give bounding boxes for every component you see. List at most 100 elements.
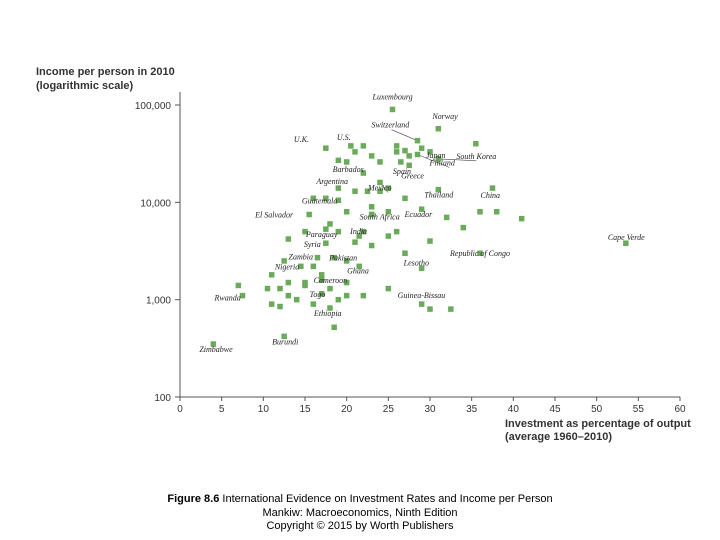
- data-point-labeled: [377, 179, 383, 186]
- data-point: [281, 258, 287, 264]
- point-label: Norway: [431, 112, 458, 121]
- data-point-labeled: [314, 254, 321, 261]
- point-label: Barbados: [333, 165, 364, 174]
- data-point: [443, 214, 450, 221]
- point-label: Republic of Congo: [449, 249, 510, 258]
- point-label: Japan: [426, 151, 446, 160]
- x-tick-label: 10: [258, 404, 270, 415]
- data-point: [235, 282, 242, 289]
- x-tick-label: 0: [177, 404, 183, 415]
- data-point-labeled: [323, 240, 329, 246]
- data-point: [335, 197, 342, 204]
- x-tick-label: 35: [466, 404, 478, 415]
- y-axis-title-line-2: (logarithmic scale): [36, 80, 134, 92]
- x-axis-title-line-1: Investment as percentage of output: [505, 418, 691, 430]
- data-point: [335, 228, 342, 235]
- point-labels: Luxembourg Norway Switzerland U.S. U.K. Japan…: [199, 92, 645, 354]
- x-tick-label: 25: [383, 404, 395, 415]
- data-point: [327, 221, 333, 227]
- data-point: [402, 147, 408, 154]
- caption-book: Mankiw: Macroeconomics, Ninth Edition: [262, 507, 458, 519]
- data-point: [302, 228, 308, 235]
- y-tick-label: 10,000: [140, 198, 171, 209]
- data-point: [406, 153, 412, 159]
- data-point: [360, 170, 367, 176]
- data-point: [352, 149, 358, 155]
- data-point-labeled: [306, 211, 312, 218]
- data-point-labeled: [418, 265, 425, 272]
- data-point: [310, 263, 317, 270]
- data-point: [385, 285, 392, 292]
- point-label: Paraguay: [305, 230, 338, 239]
- data-point: [285, 279, 292, 286]
- data-point: [427, 238, 433, 244]
- x-tick-label: 20: [341, 404, 353, 415]
- point-label: Argentina: [315, 177, 348, 186]
- data-point-labeled: [435, 126, 442, 132]
- point-label: Ghana: [347, 266, 369, 275]
- figure-caption-title: Figure 8.6 International Evidence on Inv…: [0, 493, 720, 505]
- tick-group: 100 1,000 10,000 100,000 0 5 10 15 20 25 30 35 40 45 5…: [135, 101, 686, 415]
- data-point-labeled: [356, 233, 362, 239]
- data-point: [268, 272, 275, 278]
- data-point: [368, 153, 375, 159]
- leader-line: [438, 158, 477, 162]
- data-point: [402, 195, 408, 202]
- data-point-labeled: [298, 263, 304, 270]
- data-point: [264, 285, 271, 292]
- data-point: [310, 301, 317, 307]
- leader-line: [417, 154, 450, 168]
- data-point: [277, 303, 283, 310]
- point-label: Luxembourg: [372, 92, 413, 101]
- y-tick-label: 1,000: [146, 296, 171, 307]
- data-point-labeled: [418, 206, 425, 212]
- axes: [179, 92, 680, 398]
- point-label: China: [481, 191, 501, 200]
- y-tick-label: 100,000: [135, 101, 172, 112]
- x-tick-label: 45: [549, 404, 561, 415]
- data-point: [352, 239, 358, 245]
- x-tick-label: 5: [219, 404, 225, 415]
- data-point-labeled: [414, 151, 421, 158]
- point-label: India: [349, 227, 367, 236]
- data-point: [343, 279, 350, 286]
- data-point: [460, 224, 467, 231]
- data-point: [360, 143, 367, 149]
- data-point: [385, 209, 392, 215]
- data-point-labeled: [477, 250, 483, 256]
- data-point: [331, 324, 337, 331]
- data-point: [360, 292, 367, 299]
- data-point-labeled: [398, 159, 404, 165]
- point-label: South Africa: [360, 212, 400, 221]
- data-point-labeled: [318, 277, 325, 283]
- data-point: [285, 292, 292, 299]
- point-label: Thailand: [424, 191, 454, 200]
- data-point: [368, 242, 375, 249]
- x-tick-label: 55: [633, 404, 645, 415]
- data-point: [418, 145, 425, 151]
- data-point: [302, 282, 308, 289]
- y-axis-title-line-1: Income per person in 2010: [36, 66, 175, 78]
- data-point: [477, 209, 483, 215]
- data-point: [293, 296, 300, 303]
- x-tick-label: 50: [591, 404, 603, 415]
- data-point: [385, 185, 392, 191]
- data-point-labeled: [343, 159, 350, 165]
- label-leader-lines: [379, 129, 477, 193]
- data-point-labeled: [623, 240, 629, 246]
- data-point: [402, 250, 408, 256]
- x-tick-label: 15: [299, 404, 311, 415]
- data-point: [327, 285, 333, 292]
- data-point-labeled: [210, 341, 217, 347]
- data-point: [310, 195, 317, 202]
- data-point: [518, 215, 525, 222]
- data-point: [343, 292, 350, 299]
- point-label: South Korea: [456, 152, 496, 161]
- data-point: [377, 159, 383, 165]
- data-point: [448, 306, 454, 312]
- data-point: [285, 236, 292, 242]
- point-label: U.S.: [337, 133, 351, 142]
- point-label: El Salvador: [254, 210, 294, 219]
- point-label: Lesotho: [403, 258, 429, 267]
